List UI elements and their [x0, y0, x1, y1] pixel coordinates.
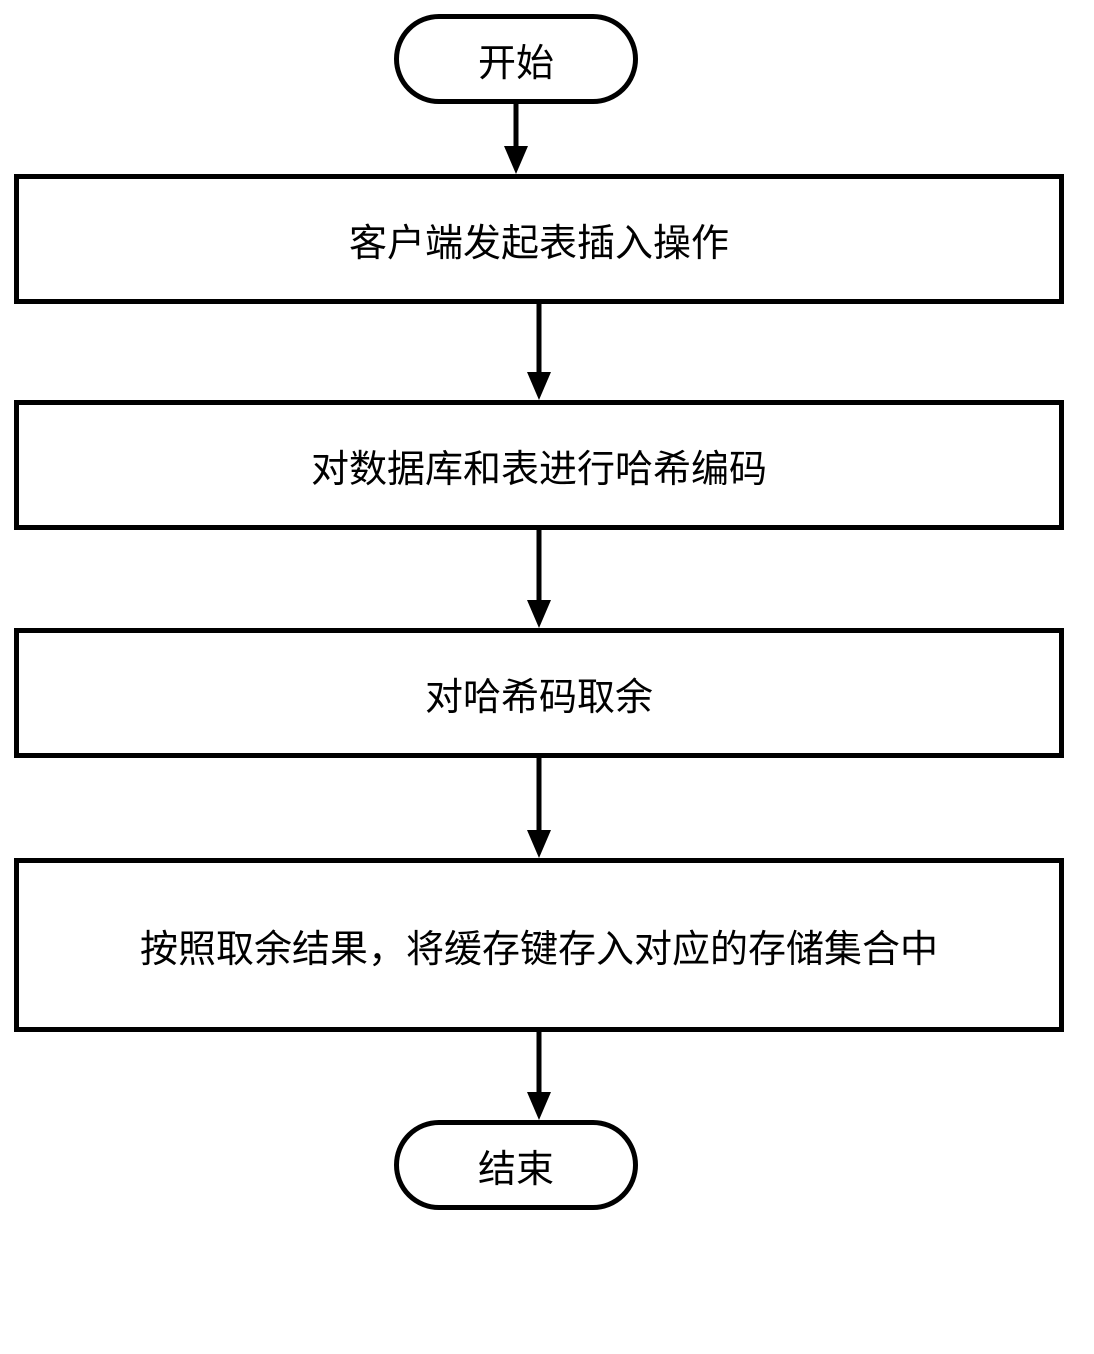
process-step2-label: 对数据库和表进行哈希编码 — [311, 438, 767, 493]
terminal-start: 开始 — [394, 14, 638, 104]
process-step3-label: 对哈希码取余 — [425, 666, 653, 721]
terminal-end: 结束 — [394, 1120, 638, 1210]
terminal-end-label: 结束 — [478, 1138, 554, 1193]
flowchart-canvas: 开始 客户端发起表插入操作 对数据库和表进行哈希编码 对哈希码取余 按照取余结果… — [0, 0, 1094, 1354]
process-step4: 按照取余结果，将缓存键存入对应的存储集合中 — [14, 858, 1064, 1032]
process-step1-label: 客户端发起表插入操作 — [349, 212, 729, 267]
terminal-start-label: 开始 — [478, 32, 554, 87]
process-step1: 客户端发起表插入操作 — [14, 174, 1064, 304]
process-step4-label: 按照取余结果，将缓存键存入对应的存储集合中 — [140, 918, 938, 973]
process-step3: 对哈希码取余 — [14, 628, 1064, 758]
process-step2: 对数据库和表进行哈希编码 — [14, 400, 1064, 530]
